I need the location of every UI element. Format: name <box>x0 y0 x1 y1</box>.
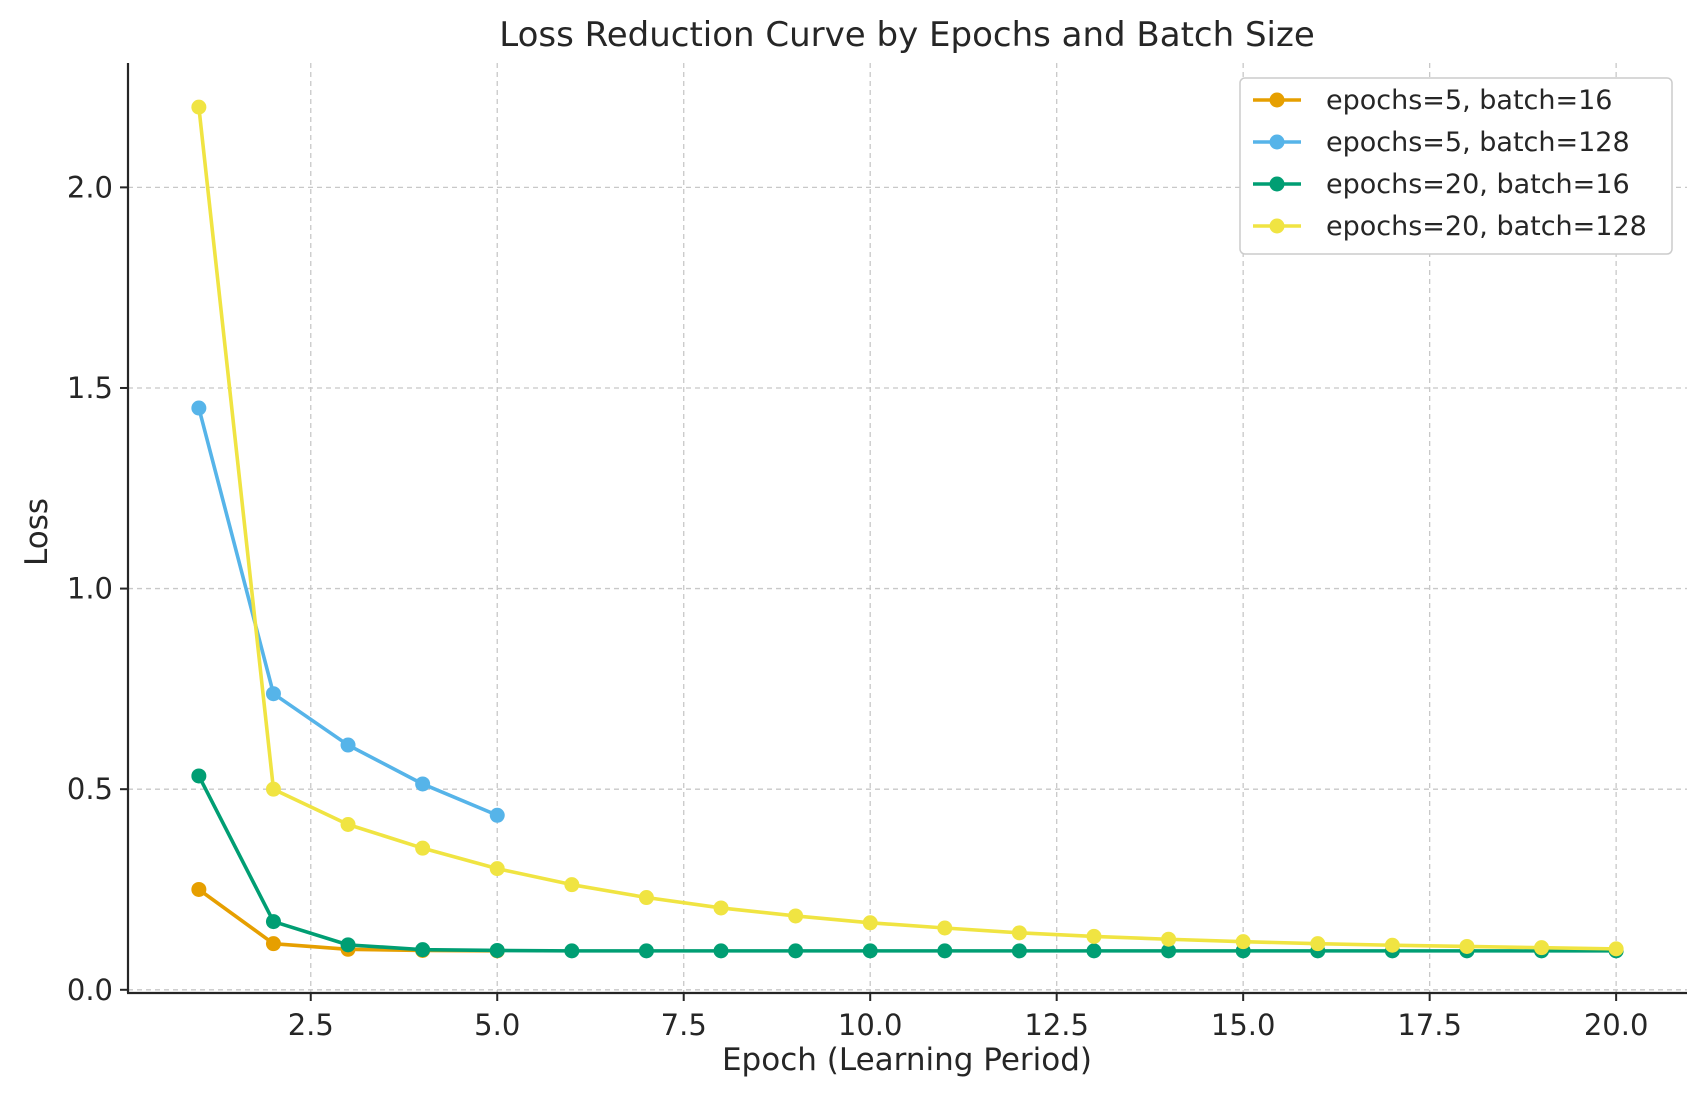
data-point <box>1235 934 1251 950</box>
x-tick-label: 2.5 <box>288 1008 334 1042</box>
y-tick-label: 1.5 <box>67 371 113 405</box>
y-tick-label: 0.0 <box>67 973 113 1007</box>
data-point <box>1011 925 1027 941</box>
x-tick-label: 20.0 <box>1584 1008 1649 1042</box>
legend-swatch-marker <box>1269 92 1285 108</box>
data-point <box>340 816 356 832</box>
data-point <box>265 781 281 797</box>
axes <box>126 63 1687 995</box>
data-point <box>1086 928 1102 944</box>
x-tick-label: 10.0 <box>838 1008 903 1042</box>
series-line <box>197 105 1618 951</box>
data-point <box>415 776 431 792</box>
data-point <box>638 943 654 959</box>
x-tick-label: 5.0 <box>474 1008 520 1042</box>
data-point <box>1011 943 1027 959</box>
y-tick-label: 0.5 <box>67 772 113 806</box>
data-point <box>564 877 580 893</box>
data-point <box>1086 943 1102 959</box>
data-point <box>713 943 729 959</box>
data-point <box>415 840 431 856</box>
data-point <box>489 861 505 877</box>
y-tick-label: 2.0 <box>67 170 113 204</box>
data-point <box>1310 936 1326 952</box>
legend-item: epochs=20, batch=16 <box>1253 169 1630 200</box>
series-line <box>197 774 1618 953</box>
data-point <box>564 943 580 959</box>
legend-item: epochs=20, batch=128 <box>1253 211 1647 242</box>
legend-frame <box>1239 77 1673 255</box>
data-point <box>265 936 281 952</box>
data-point <box>489 942 505 958</box>
legend-label: epochs=5, batch=128 <box>1326 127 1630 158</box>
legend-label: epochs=20, batch=16 <box>1326 169 1630 200</box>
data-point <box>1534 940 1550 956</box>
data-point <box>862 943 878 959</box>
tick-labels: 2.5 5.0 7.5 10.0 12.5 15.0 17.5 20.0 0.0 0.5 1.0 1.… <box>67 170 1649 1042</box>
legend: epochs=5, batch=16 epochs=5, batch=128 epo… <box>1239 77 1673 255</box>
data-point <box>191 400 207 416</box>
legend-swatch-marker <box>1269 176 1285 192</box>
x-tick-label: 7.5 <box>661 1008 707 1042</box>
series-4 <box>191 99 1624 957</box>
data-point <box>191 768 207 784</box>
legend-swatch-marker <box>1269 218 1285 234</box>
data-point <box>415 942 431 958</box>
series-2 <box>191 400 505 823</box>
data-point <box>638 890 654 906</box>
data-point <box>340 937 356 953</box>
legend-item: epochs=5, batch=16 <box>1253 85 1612 116</box>
series-layer <box>191 99 1624 959</box>
data-point <box>1161 931 1177 947</box>
legend-label: epochs=20, batch=128 <box>1326 211 1647 242</box>
data-point <box>937 920 953 936</box>
data-point <box>1161 943 1177 959</box>
chart-title: Loss Reduction Curve by Epochs and Batch… <box>499 15 1315 55</box>
x-axis-label: Epoch (Learning Period) <box>722 1042 1092 1078</box>
data-point <box>340 737 356 753</box>
data-point <box>713 900 729 916</box>
data-point <box>265 686 281 702</box>
legend-item: epochs=5, batch=128 <box>1253 127 1630 158</box>
data-point <box>191 99 207 115</box>
x-tick-label: 15.0 <box>1211 1008 1276 1042</box>
data-point <box>788 943 804 959</box>
data-point <box>1384 937 1400 953</box>
data-point <box>788 908 804 924</box>
data-point <box>265 914 281 930</box>
data-point <box>1608 941 1624 957</box>
x-tick-label: 17.5 <box>1397 1008 1462 1042</box>
data-point <box>489 807 505 823</box>
data-point <box>862 915 878 931</box>
y-axis-label: Loss <box>19 498 55 566</box>
legend-swatch-marker <box>1269 134 1285 150</box>
legend-label: epochs=5, batch=16 <box>1326 85 1612 116</box>
y-tick-label: 1.0 <box>67 572 113 606</box>
data-point <box>191 881 207 897</box>
x-tick-label: 12.5 <box>1024 1008 1089 1042</box>
data-point <box>1459 938 1475 954</box>
data-point <box>937 943 953 959</box>
